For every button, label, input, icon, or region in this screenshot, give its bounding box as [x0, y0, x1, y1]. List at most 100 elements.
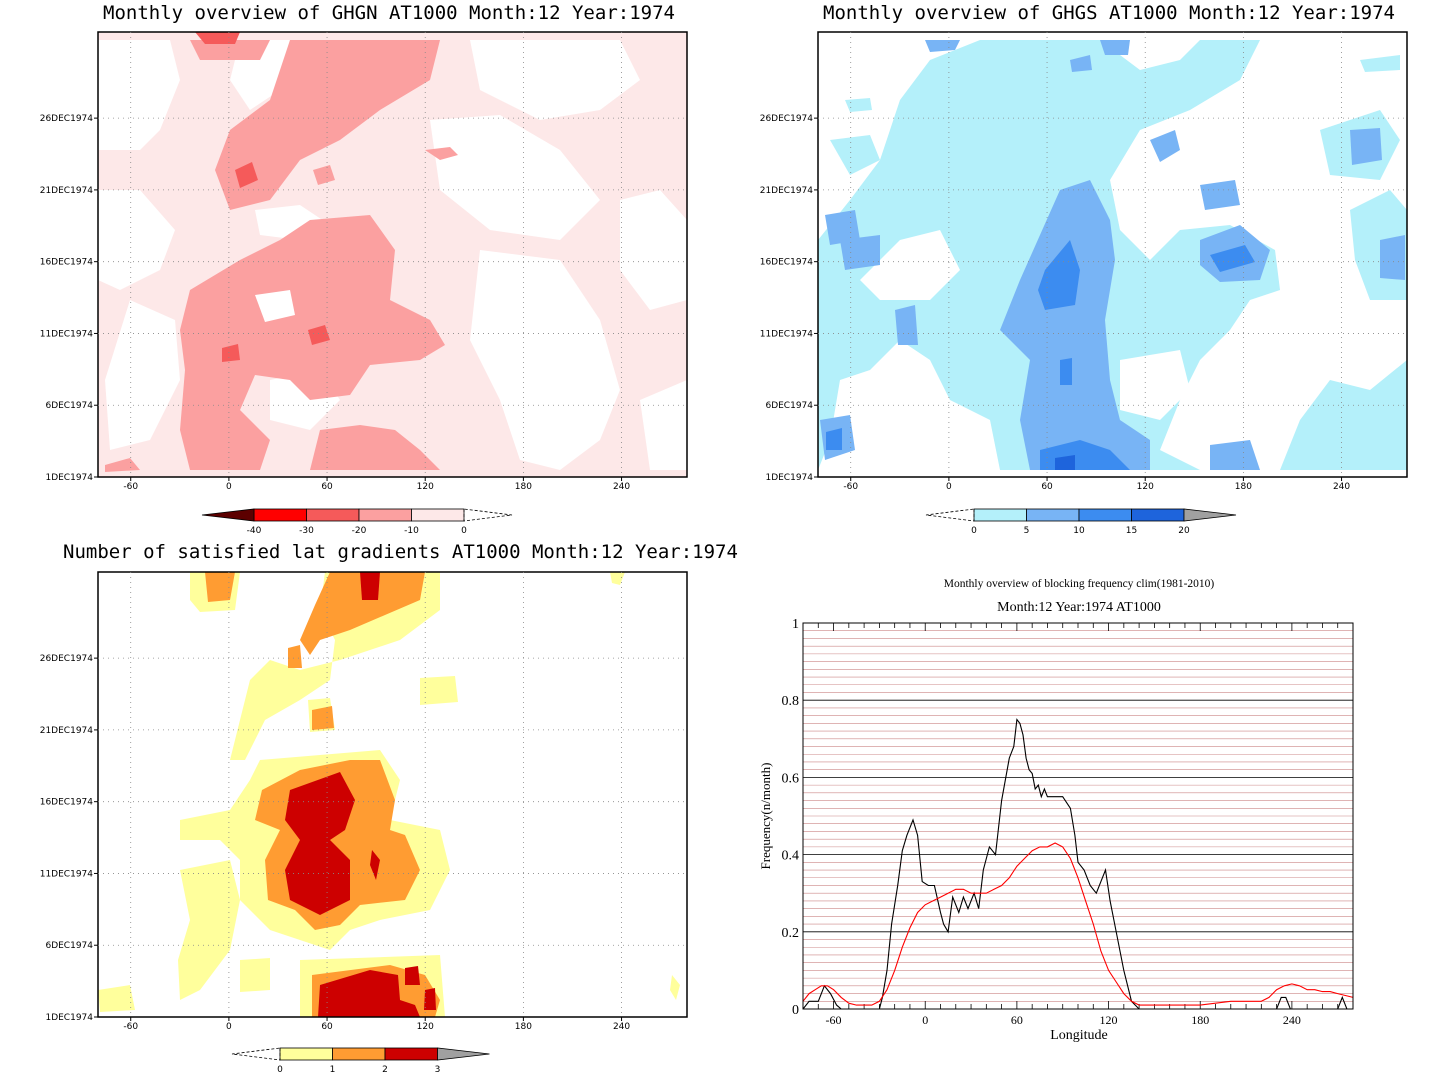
ghgn-frame — [97, 31, 688, 478]
grad-colorbar-label: 0 — [277, 1065, 283, 1075]
ghgs-xtick-label: 240 — [1333, 482, 1350, 492]
ghgs-colorbar-label: 0 — [971, 526, 977, 536]
ghgn-ytick-label: 16DEC1974 — [40, 258, 94, 268]
grad-colorbar-label: 3 — [435, 1065, 441, 1075]
ghgn-xtick-label: 240 — [613, 482, 630, 492]
grad-ytick-label: 6DEC1974 — [45, 941, 93, 951]
grad-colorbar-open-left — [231, 1047, 281, 1061]
block-frame — [802, 622, 1354, 1010]
grad-title: Number of satisfied lat gradients AT1000… — [63, 541, 738, 563]
ghgs-colorbar-label: 5 — [1024, 526, 1030, 536]
grad-ytick-label: 16DEC1974 — [40, 798, 94, 808]
grad-colorbar-cap-right — [437, 1047, 490, 1061]
ghgs-xtick-label: 60 — [1041, 482, 1053, 492]
block-lines — [802, 718, 1354, 1010]
ghgn-title: Monthly overview of GHGN AT1000 Month:12… — [103, 2, 675, 24]
blocking-frequency-chart: Monthly overview of blocking frequency c… — [758, 578, 1354, 1043]
ghgs-colorbar-label: 15 — [1126, 526, 1137, 536]
ghgn-ytick-label: 11DEC1974 — [40, 329, 94, 339]
grad-colorbar-label: 2 — [382, 1065, 388, 1075]
ghgs-xtick-label: 120 — [1137, 482, 1154, 492]
ghgs-map — [818, 32, 1407, 477]
ghgn-colorbar-cap-left — [201, 508, 255, 522]
grad-colorbar-box — [332, 1047, 386, 1061]
grad-map — [98, 572, 687, 1017]
ghgn-colorbar-label: -10 — [404, 526, 419, 536]
ghgs-colorbar-label: 10 — [1073, 526, 1085, 536]
block-series-climatology-line — [802, 842, 1354, 1006]
ghgn-colorbar-label: -20 — [352, 526, 367, 536]
block-xtick-label: 60 — [1011, 1013, 1023, 1027]
ghgs-ytick-label: 6DEC1974 — [765, 401, 813, 411]
colorbars: -40 -30 -20 -10 0 0 5 10 15 200 1 2 3 — [201, 508, 1237, 1075]
ghgn-colorbar-box — [253, 508, 307, 522]
block-xtick-label: 120 — [1100, 1013, 1118, 1027]
ghgn-colorbar-box — [411, 508, 465, 522]
ghgn-ytick-label: 6DEC1974 — [45, 401, 93, 411]
grad-xtick-label: 120 — [417, 1022, 434, 1032]
ghgn-xtick-label: -60 — [123, 482, 138, 492]
ghgs-colorbar-cap-right — [1183, 508, 1237, 522]
ghgs-frame — [817, 31, 1408, 478]
ghgn-xtick-label: 60 — [321, 482, 333, 492]
block-xtick-label: 0 — [922, 1013, 928, 1027]
ghgn-ytick-label: 21DEC1974 — [40, 186, 94, 196]
ghgn-map — [98, 32, 687, 477]
ghgs-ytick-label: 21DEC1974 — [760, 186, 814, 196]
block-xtick-label: -60 — [826, 1013, 842, 1027]
ghgn-ytick-label: 26DEC1974 — [40, 114, 94, 124]
ghgs-colorbar-label: 20 — [1178, 526, 1190, 536]
grad-ytick-label: 11DEC1974 — [40, 869, 94, 879]
ghgn-ytick-label: 1DEC1974 — [45, 473, 93, 483]
grad-xtick-label: 240 — [613, 1022, 630, 1032]
grad-xtick-label: -60 — [123, 1022, 138, 1032]
ghgs-xtick-label: -60 — [843, 482, 858, 492]
ghgn-xtick-label: 180 — [515, 482, 532, 492]
ghgn-colorbar-label: -30 — [299, 526, 314, 536]
block-grid: 0 0.2 0.4 0.6 0.8 1 -60 0 60 120 180 240 — [782, 617, 1354, 1027]
grad-colorbar-box — [384, 1047, 438, 1061]
grad-xtick-label: 0 — [226, 1022, 232, 1032]
grad-xtick-label: 60 — [321, 1022, 333, 1032]
grad-xtick-label: 180 — [515, 1022, 532, 1032]
ghgn-colorbar-label: 0 — [461, 526, 467, 536]
ghgn-colorbar-box — [306, 508, 360, 522]
ghgs-colorbar-open-left — [925, 508, 975, 522]
ghgs-xtick-label: 0 — [946, 482, 952, 492]
ghgn-colorbar-box — [358, 508, 412, 522]
grad-colorbar-box — [279, 1047, 333, 1061]
grad-ytick-label: 1DEC1974 — [45, 1013, 93, 1023]
block-ytick-label: 0 — [792, 1003, 799, 1018]
block-ytick-label: 0.8 — [782, 694, 800, 709]
ghgn-xtick-label: 0 — [226, 482, 232, 492]
ghgs-ytick-label: 16DEC1974 — [760, 258, 814, 268]
block-xlabel: Longitude — [1050, 1028, 1108, 1043]
ghgs-ytick-label: 26DEC1974 — [760, 114, 814, 124]
ghgs-xtick-label: 180 — [1235, 482, 1252, 492]
ghgn-colorbar-open-right — [463, 508, 513, 522]
block-ytick-label: 0.6 — [782, 771, 800, 786]
grad-ytick-label: 21DEC1974 — [40, 726, 94, 736]
ghgs-colorbar-box — [1078, 508, 1132, 522]
block-series-observed-line — [802, 718, 1353, 1010]
block-xtick-label: 180 — [1191, 1013, 1209, 1027]
ghgs-colorbar-box — [973, 508, 1027, 522]
block-xtick-label: 240 — [1283, 1013, 1301, 1027]
ghgs-ytick-label: 1DEC1974 — [765, 473, 813, 483]
grad-ytick-label: 26DEC1974 — [40, 654, 94, 664]
block-subtitle: Month:12 Year:1974 AT1000 — [997, 600, 1161, 615]
map-axes: -60 0 60 120 180 2401DEC19746DEC197411DEC1974… — [40, 32, 1407, 1032]
grad-colorbar-label: 1 — [330, 1065, 336, 1075]
block-ytick-label: 1 — [792, 617, 799, 632]
ghgs-colorbar-box — [1131, 508, 1185, 522]
ghgn-colorbar-label: -40 — [247, 526, 262, 536]
block-ylabel: Frequency(n/month) — [758, 763, 773, 870]
ghgs-ytick-label: 11DEC1974 — [760, 329, 814, 339]
block-title: Monthly overview of blocking frequency c… — [944, 578, 1215, 590]
grad-frame — [97, 571, 688, 1018]
ghgn-xtick-label: 120 — [417, 482, 434, 492]
ghgs-colorbar-box — [1026, 508, 1080, 522]
ghgs-title: Monthly overview of GHGS AT1000 Month:12… — [823, 2, 1395, 24]
block-ytick-label: 0.4 — [782, 849, 800, 864]
